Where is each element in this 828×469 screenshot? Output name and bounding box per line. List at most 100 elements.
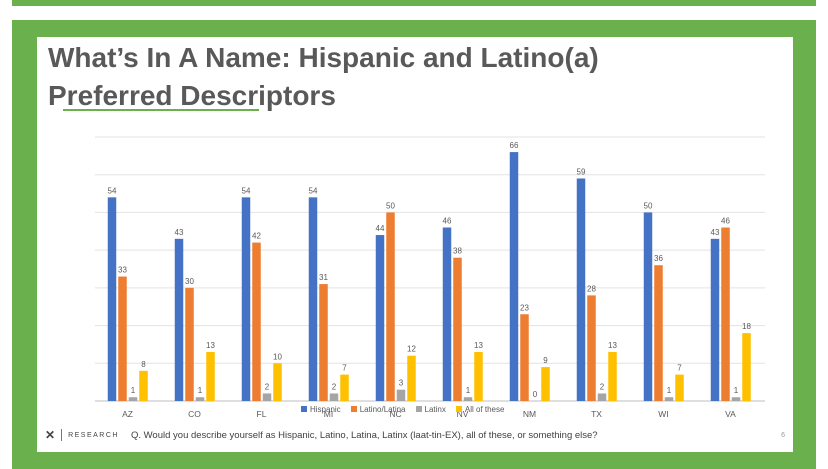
slide-title: What’s In A Name: Hispanic and Latino(a)… (48, 39, 788, 115)
bar-az-series-3 (139, 370, 148, 401)
data-label: 50 (644, 201, 653, 210)
bar-co-series-1 (185, 287, 194, 401)
legend-swatch (415, 406, 422, 412)
legend-label: Latino/Latina (359, 404, 406, 414)
legend-item: Hispanic (301, 405, 341, 414)
data-label: 0 (533, 390, 538, 399)
data-label: 7 (677, 364, 682, 373)
data-label: 13 (608, 341, 617, 350)
data-label: 3 (399, 379, 404, 388)
data-label: 1 (198, 386, 203, 395)
x-tick-label: AZ (122, 409, 133, 417)
data-label: 2 (265, 382, 270, 391)
x-tick-label: VA (725, 409, 736, 417)
bar-tx-series-1 (587, 295, 596, 401)
bar-fl-series-2 (262, 393, 272, 401)
footer-brand: RESEARCH (68, 431, 119, 439)
bar-az-series-0 (107, 197, 117, 401)
chart-area: 54 33 1 8 AZ 43 30 1 13 CO 54 42 2 10 FL 54 31 2 7 MI 44 50 3 1… (37, 117, 793, 417)
x-tick-label: TX (591, 409, 602, 417)
bar-nv-series-3 (474, 351, 483, 401)
title-line-1: What’s In A Name: Hispanic and Latino(a) (48, 42, 599, 73)
bar-mi-series-2 (329, 393, 339, 401)
data-label: 28 (587, 284, 596, 293)
data-label: 44 (376, 224, 385, 233)
legend-item: Latino/Latina (350, 404, 406, 414)
bar-co-series-3 (206, 351, 215, 401)
data-label: 30 (185, 277, 194, 286)
x-tick-label: MI (324, 409, 333, 417)
data-label: 9 (543, 356, 548, 365)
data-label: 10 (273, 352, 282, 361)
data-label: 2 (600, 382, 605, 391)
bar-tx-series-0 (576, 178, 586, 401)
slide: What’s In A Name: Hispanic and Latino(a)… (37, 37, 793, 452)
legend-swatch (455, 406, 462, 412)
data-label: 54 (108, 186, 117, 195)
bar-az-series-1 (118, 276, 127, 401)
data-label: 43 (711, 228, 720, 237)
legend-swatch (301, 406, 307, 412)
bar-wi-series-1 (654, 265, 663, 401)
legend-label: Hispanic (310, 404, 341, 414)
data-label: 54 (309, 186, 318, 195)
data-label: 43 (175, 228, 184, 237)
bar-nv-series-0 (442, 227, 452, 401)
x-tick-label: CO (188, 409, 201, 417)
x-tick-label: NC (389, 409, 401, 417)
logo-x-icon: ✕ (45, 428, 56, 442)
bar-nc-series-0 (375, 235, 385, 401)
data-label: 18 (742, 322, 751, 331)
bar-nc-series-2 (396, 389, 406, 401)
data-label: 1 (667, 386, 672, 395)
bar-chart: 543318AZ4330113CO5442210FL543127MI445031… (95, 136, 765, 417)
data-label: 2 (332, 382, 337, 391)
bar-wi-series-3 (675, 374, 684, 401)
data-label: 36 (654, 254, 663, 263)
bar-nm-series-1 (520, 314, 529, 401)
data-label: 42 (252, 232, 261, 241)
data-label: 13 (206, 341, 215, 350)
bar-co-series-0 (174, 238, 184, 401)
x-tick-label: WI (658, 409, 668, 417)
data-label: 8 (141, 360, 146, 369)
bar-co-series-2 (195, 397, 205, 401)
x-tick-label: NM (523, 409, 536, 417)
bar-wi-series-0 (643, 212, 653, 401)
bar-wi-series-2 (664, 397, 674, 401)
page-number: 6 (781, 431, 785, 439)
title-underline (63, 109, 259, 111)
legend-label: Latinx (424, 404, 446, 414)
data-label: 50 (386, 201, 395, 210)
bar-nc-series-3 (407, 355, 416, 401)
bar-nv-series-1 (453, 257, 462, 401)
bar-fl-series-0 (241, 197, 251, 401)
legend-item: Latinx (415, 404, 446, 414)
bar-fl-series-1 (252, 242, 261, 401)
bar-fl-series-3 (273, 363, 282, 401)
footer-separator (61, 429, 63, 441)
bar-nm-series-0 (509, 152, 519, 401)
bar-va-series-2 (731, 397, 741, 401)
data-label: 59 (577, 167, 586, 176)
bar-mi-series-1 (319, 284, 328, 401)
data-label: 54 (242, 186, 251, 195)
bar-mi-series-0 (308, 197, 318, 401)
bar-va-series-1 (721, 227, 730, 401)
bar-az-series-2 (128, 397, 138, 401)
bar-tx-series-3 (608, 351, 617, 401)
data-label: 31 (319, 273, 328, 282)
chart-legend: Hispanic Latino/Latina Latinx All of these (301, 402, 504, 416)
data-label: 1 (734, 386, 739, 395)
bar-nv-series-2 (463, 397, 473, 401)
x-tick-label: NV (457, 409, 469, 417)
legend-item: All of these (455, 405, 504, 414)
title-line-2: Preferred Descriptors (48, 80, 336, 111)
data-label: 23 (520, 303, 529, 312)
data-label: 12 (407, 345, 416, 354)
data-label: 1 (131, 386, 136, 395)
top-green-strip (12, 0, 816, 6)
bar-va-series-0 (710, 238, 720, 401)
data-label: 13 (474, 341, 483, 350)
x-tick-label: FL (257, 409, 267, 417)
